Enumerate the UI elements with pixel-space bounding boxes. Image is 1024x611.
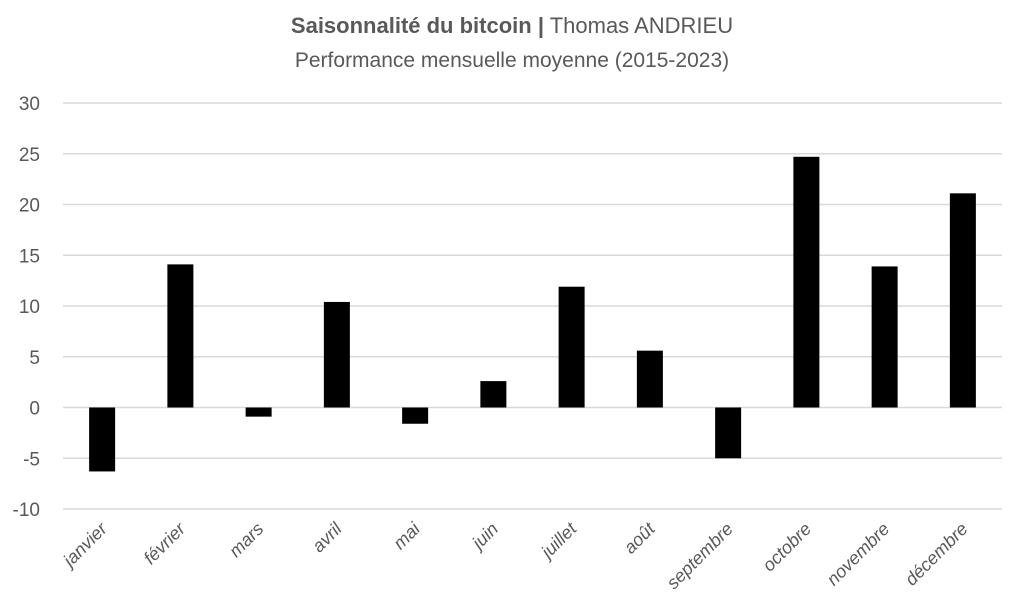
y-tick-label: 25 <box>19 145 40 166</box>
bar-octobre <box>793 156 820 408</box>
chart-title-line: Saisonnalité du bitcoin | Thomas ANDRIEU <box>0 10 1024 42</box>
y-tick-label: 15 <box>19 246 40 267</box>
gridlines <box>63 102 1002 510</box>
x-tick-label: mars <box>225 519 267 561</box>
y-tick-label: -5 <box>23 449 40 470</box>
y-tick-label: -10 <box>13 500 40 521</box>
bars <box>89 156 976 472</box>
y-tick-label: 5 <box>29 348 40 369</box>
bar-novembre <box>871 266 898 408</box>
x-tick-label: novembre <box>823 519 894 590</box>
title-block: Saisonnalité du bitcoin | Thomas ANDRIEU… <box>0 10 1024 76</box>
bar-juillet <box>558 286 585 408</box>
x-tick-label: octobre <box>759 519 816 576</box>
bar-septembre <box>715 407 742 459</box>
x-tick-label: février <box>140 518 190 568</box>
y-axis-ticks: 30 25 20 15 10 5 0 -5 -10 <box>13 94 40 521</box>
chart-author: Thomas ANDRIEU <box>549 13 734 38</box>
bar-mars <box>245 407 272 417</box>
bar-décembre <box>949 193 976 408</box>
bar-avril <box>323 301 350 408</box>
title-separator: | <box>537 13 544 38</box>
chart-subtitle: Performance mensuelle moyenne (2015-2023… <box>294 49 730 72</box>
chart-title: Saisonnalité du bitcoin <box>290 13 532 38</box>
y-tick-label: 30 <box>19 94 40 115</box>
y-tick-label: 0 <box>29 399 40 420</box>
x-axis-labels: janvier février mars avril mai juin juillet aoû… <box>57 518 972 593</box>
x-tick-label: avril <box>308 518 346 556</box>
x-tick-label: septembre <box>663 519 737 593</box>
bar-février <box>167 264 194 408</box>
bar-mai <box>402 407 429 424</box>
x-tick-label: décembre <box>901 519 972 590</box>
bar-juin <box>480 381 507 408</box>
y-tick-label: 10 <box>19 297 40 318</box>
bar-août <box>636 350 663 408</box>
y-tick-label: 20 <box>19 196 40 217</box>
x-tick-label: juillet <box>535 518 581 564</box>
x-tick-label: août <box>620 518 660 558</box>
x-tick-label: mai <box>389 518 424 553</box>
x-tick-label: janvier <box>57 518 111 572</box>
bar-janvier <box>89 407 116 472</box>
x-tick-label: juin <box>466 519 502 555</box>
